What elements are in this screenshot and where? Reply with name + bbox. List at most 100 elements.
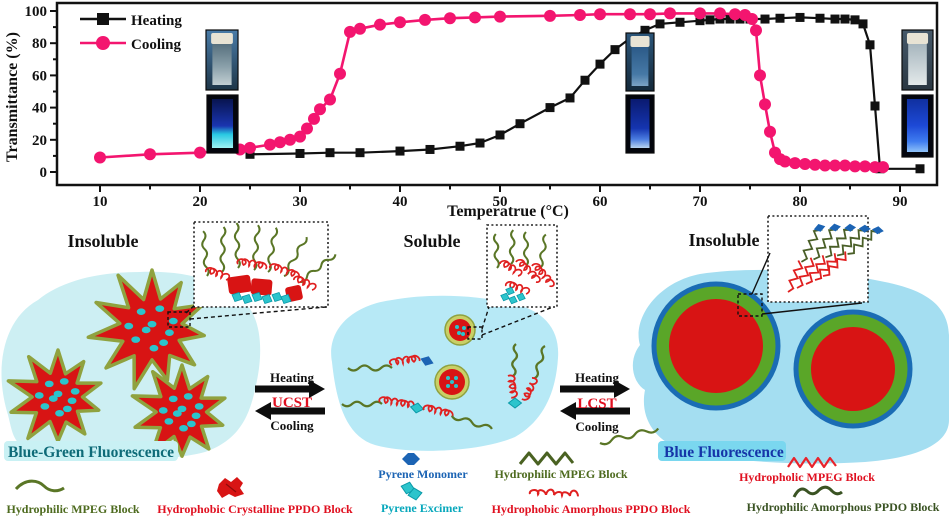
cooling-data-point [759, 98, 771, 111]
legend-hydrophilic-amorphous-ppdo: Hydrophilic Amorphous PPDO Block [747, 500, 940, 514]
crystalline-ppdo-block [250, 278, 273, 296]
core-shell-particle [793, 309, 913, 429]
legend-hydrophilic-mpeg-middle: Hydrophilic MPEG Block [494, 467, 627, 481]
free-polymer-chains [341, 343, 660, 446]
vial-photo-uv-low-temp [206, 94, 239, 154]
cooling-data-point [664, 7, 676, 20]
y-tick-label: 80 [32, 36, 47, 52]
cooling-data-point [574, 9, 586, 22]
pyrene-monomer-tag [858, 224, 871, 233]
heating-label-ucst: Heating [270, 370, 315, 385]
cooling-data-point [849, 160, 861, 173]
pyrene-excimer-dot [280, 294, 292, 304]
cooling-data-point [729, 8, 741, 21]
x-tick-label: 80 [793, 194, 808, 210]
heating-data-point [355, 148, 365, 158]
legend-hydrophobic-crystalline-ppdo: Hydrophobic Crystalline PPDO Block [157, 502, 353, 516]
pyrene-excimer-dot [191, 412, 201, 420]
pyrene-excimer-dot [59, 378, 69, 385]
cooling-data-point [819, 159, 831, 172]
pyrene-monomer-tag [813, 224, 826, 232]
pyrene-excimer-dot [186, 420, 196, 428]
y-tick-label: 100 [25, 4, 48, 20]
arrow-cooling-soluble-to-ucst [255, 402, 325, 420]
vial-photo-daylight-mid-temp [625, 32, 655, 92]
y-tick-label: 0 [40, 165, 48, 181]
pyrene-monomer-tag [871, 226, 884, 235]
pyrene-excimer-dot [141, 326, 151, 334]
heating-data-point [865, 40, 875, 50]
arrow-cooling-lcst-to-soluble [560, 402, 630, 420]
micelle [444, 314, 476, 346]
core-shell-particle [651, 281, 781, 411]
arrow-heating-ucst-to-soluble [255, 380, 325, 398]
heating-data-point [735, 14, 745, 24]
heating-data-point [858, 19, 868, 29]
cooling-data-point [419, 13, 431, 26]
cooling-data-point [324, 93, 336, 106]
lcst-label: LCST [577, 396, 616, 412]
heating-data-point [455, 141, 465, 151]
zoom-callout-connectors [167, 252, 863, 340]
cooling-data-point [859, 160, 871, 173]
chart-legend-heating-marker [97, 13, 109, 25]
heating-data-point [655, 19, 665, 29]
legend-pyrene-monomer: Pyrene Monomer [378, 467, 468, 481]
dark-green-zigzag-wave-icon [792, 485, 843, 498]
blue-fluorescence-label: Blue Fluorescence [664, 444, 784, 461]
vial-photo-insets [205, 29, 934, 158]
cooling-data-point [799, 157, 811, 170]
mechanism-diagram [1, 215, 949, 501]
x-tick-label: 40 [393, 194, 408, 210]
cooling-data-point [624, 8, 636, 21]
heating-data-point [495, 130, 505, 140]
cooling-data-point [714, 7, 726, 20]
star-aggregate [130, 363, 227, 458]
legend-icons [14, 451, 843, 501]
cooling-data-point [264, 138, 276, 151]
y-tick-label: 40 [32, 101, 47, 117]
red-zigzag-wave-icon [787, 456, 837, 469]
pyrene-monomer-tag [829, 223, 841, 232]
cooling-data-point [354, 22, 366, 35]
cooling-data-point [544, 9, 556, 22]
pyrene-excimer-dot [124, 322, 134, 330]
heating-data-point [675, 17, 685, 27]
heating-data-point [815, 13, 825, 23]
y-axis-label: Transmittance (%) [4, 32, 21, 162]
green-wavy-line-icon [14, 479, 65, 493]
cooling-data-point [344, 25, 356, 38]
state-label-insoluble-right: Insoluble [688, 230, 759, 250]
red-squiggle-icon [528, 488, 579, 499]
cooling-data-point [444, 12, 456, 25]
pyrene-excimer-dot [149, 344, 159, 352]
cooling-data-point [94, 151, 106, 164]
pyrene-monomer-tag [844, 223, 857, 232]
x-tick-label: 10 [93, 194, 108, 210]
pyrene-excimer-dot [177, 405, 187, 413]
cooling-data-point [494, 10, 506, 23]
cooling-data-point [789, 157, 801, 170]
pyrene-excimer-dot [183, 393, 193, 400]
heating-data-point [515, 119, 525, 129]
arrow-heating-soluble-to-lcst [560, 380, 630, 398]
legend-pyrene-excimer: Pyrene Excimer [381, 501, 464, 515]
pyrene-excimer-dot [48, 395, 58, 402]
vial-photo-uv-mid-temp [625, 94, 655, 154]
cooling-data-point [294, 130, 306, 143]
heating-data-point [850, 15, 860, 25]
cooling-data-point [274, 136, 286, 149]
heating-data-point [775, 13, 785, 23]
pyrene-excimer-dot [164, 418, 174, 425]
heating-data-point [610, 45, 620, 55]
pyrene-excimer-dot [165, 329, 174, 336]
heating-data-point [545, 103, 555, 113]
heating-data-point [425, 144, 435, 154]
zoom-inset-left-content [201, 222, 337, 304]
heating-data-point [580, 75, 590, 85]
axis-ticks [50, 10, 901, 192]
y-tick-label: 60 [32, 68, 47, 84]
legend-hydrophilic-mpeg-left: Hydrophilic MPEG Block [6, 502, 139, 516]
pyrene-excimer-dot [172, 410, 182, 417]
pyrene-excimer-dot [241, 294, 253, 304]
